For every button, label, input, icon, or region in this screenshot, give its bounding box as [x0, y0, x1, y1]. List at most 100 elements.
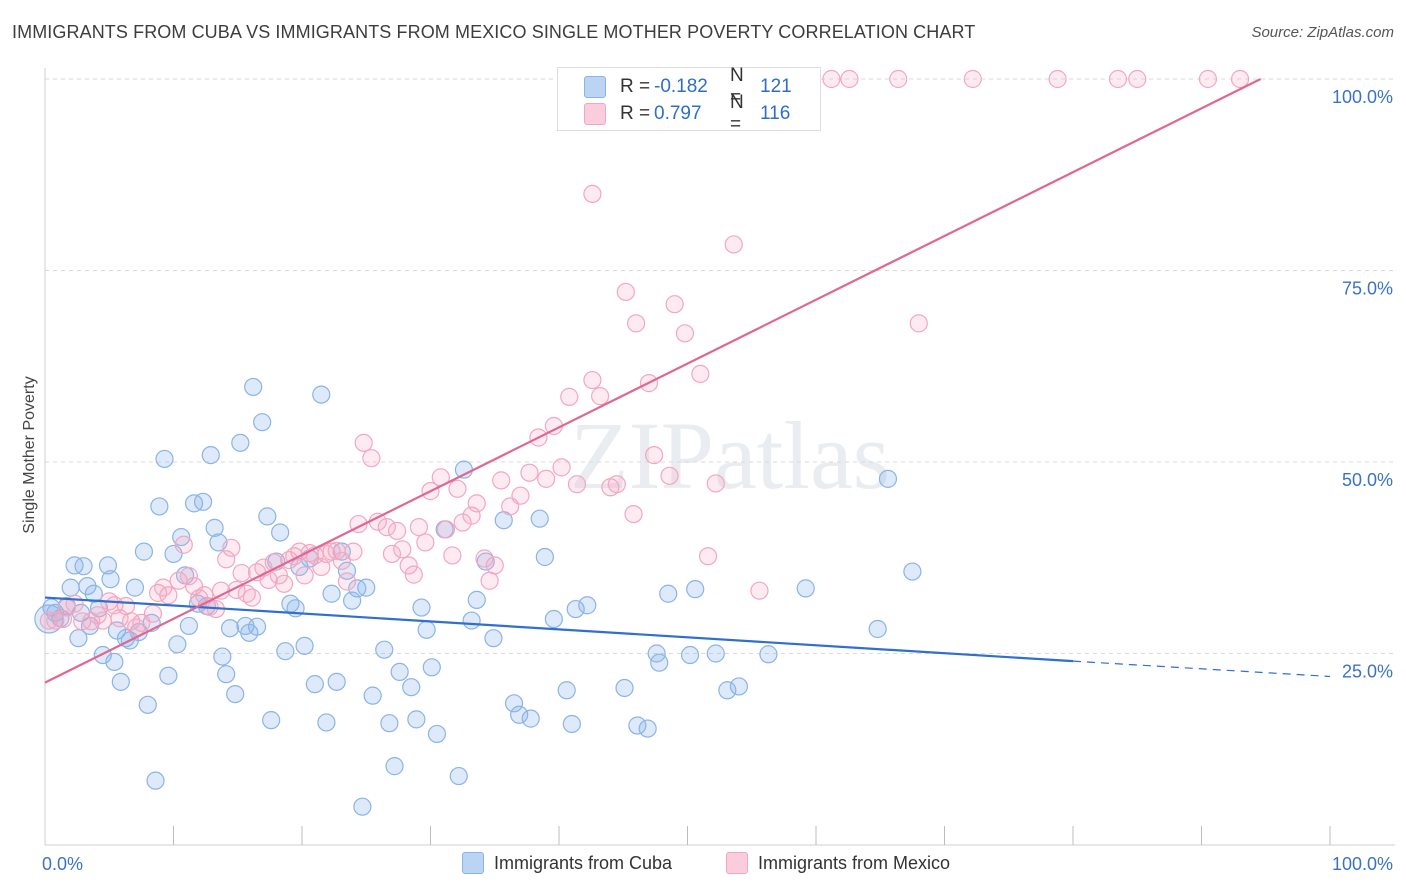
mexico-point: [480, 571, 499, 590]
mexico-point: [644, 446, 664, 465]
cuba-point: [706, 644, 725, 663]
cuba-point: [201, 446, 220, 465]
cuba-point: [231, 433, 250, 452]
legend-n-value-mexico: 116: [760, 103, 791, 124]
x-tick-label: 100.0%: [1332, 854, 1393, 874]
cuba-point: [74, 557, 93, 576]
mexico-point: [626, 314, 646, 333]
mexico-point: [660, 466, 679, 485]
series-mexico-points: [39, 69, 1250, 637]
cuba-point: [686, 580, 705, 599]
cuba-point: [638, 719, 657, 738]
cuba-point: [271, 523, 290, 542]
mexico-point: [665, 295, 684, 314]
cuba-point: [226, 684, 245, 704]
legend-item-cuba[interactable]: Immigrants from Cuba: [462, 852, 672, 874]
cuba-point: [628, 716, 647, 735]
cuba-point: [155, 449, 174, 469]
cuba-point: [427, 724, 447, 744]
cuba-point: [759, 645, 778, 664]
cuba-point: [407, 710, 426, 729]
cuba-point: [535, 547, 554, 567]
mexico-point: [436, 520, 456, 539]
mexico-point: [143, 604, 163, 623]
cuba-point: [305, 675, 324, 694]
cuba-point: [467, 590, 486, 609]
cuba-point: [213, 647, 232, 666]
mexico-point: [675, 324, 695, 343]
x-tick-label: 0.0%: [42, 854, 83, 874]
mexico-point: [354, 433, 373, 452]
mexico-point: [475, 549, 494, 568]
mexico-point: [179, 567, 199, 586]
mexico-point: [1230, 69, 1250, 89]
mexico-point: [39, 611, 58, 630]
legend-item-mexico[interactable]: Immigrants from Mexico: [726, 852, 950, 874]
cuba-point: [317, 713, 336, 732]
trend-lines: [44, 78, 1331, 684]
cuba-point: [363, 686, 382, 705]
cuba-point: [659, 584, 678, 603]
cuba-point: [217, 665, 236, 684]
cuba-point: [680, 645, 700, 665]
cuba-point: [615, 678, 634, 698]
legend-label-mexico: Immigrants from Mexico: [758, 852, 951, 873]
mexico-point: [399, 556, 418, 575]
mexico-point: [65, 594, 84, 613]
cuba-point: [476, 552, 495, 571]
mexico-point: [337, 572, 357, 591]
stats-legend: R = -0.182 N = 121 R = 0.797 N = 116: [557, 65, 821, 135]
mexico-trend-line: [44, 78, 1262, 684]
cuba-point: [150, 497, 169, 516]
cuba-point: [220, 619, 240, 638]
mexico-point: [889, 69, 908, 89]
cuba-trend-extension: [1072, 660, 1331, 678]
cuba-point: [380, 714, 399, 733]
mexico-point: [724, 235, 743, 254]
tick-labels: 25.0% 50.0% 75.0% 100.0% 0.0% 100.0%: [42, 87, 1393, 874]
cuba-point: [168, 635, 187, 654]
cuba-point: [61, 578, 80, 597]
mexico-point: [1198, 69, 1218, 89]
mexico-point: [909, 314, 928, 333]
cuba-point: [796, 579, 815, 598]
mexico-point: [404, 565, 423, 584]
mexico-point: [750, 581, 769, 600]
cuba-point: [402, 678, 421, 697]
cuba-point: [390, 662, 409, 681]
cuba-point: [903, 562, 922, 581]
mexico-point: [698, 547, 718, 566]
mexico-point: [1108, 69, 1128, 89]
cuba-point: [337, 561, 357, 580]
mexico-point: [377, 518, 396, 537]
mexico-point: [443, 546, 462, 565]
cuba-point: [138, 695, 157, 714]
legend-n-label: N =: [730, 65, 744, 108]
cuba-point: [484, 629, 503, 648]
cuba-trend-line: [44, 596, 1074, 663]
cuba-point: [312, 385, 331, 404]
mexico-point: [583, 184, 602, 203]
cuba-point: [322, 584, 341, 603]
mexico-point: [840, 69, 859, 89]
mexico-point: [591, 387, 610, 406]
cuba-point: [385, 757, 404, 776]
chart-title: IMMIGRANTS FROM CUBA VS IMMIGRANTS FROM …: [12, 22, 976, 42]
mexico-point: [624, 504, 643, 524]
cuba-point: [562, 714, 581, 734]
cuba-point: [530, 509, 549, 528]
legend-n-label: N =: [730, 92, 744, 135]
cuba-point: [353, 797, 372, 816]
legend-n-value-cuba: 121: [760, 76, 792, 97]
legend-swatch-cuba: [462, 852, 484, 874]
cuba-point: [566, 599, 585, 619]
cuba-point: [412, 598, 431, 617]
mexico-point: [1128, 69, 1147, 89]
mexico-point: [485, 556, 504, 575]
mexico-point: [416, 533, 435, 552]
cuba-point: [544, 609, 563, 629]
mexico-point: [409, 518, 429, 537]
mexico-point: [467, 494, 486, 513]
cuba-point: [422, 658, 441, 677]
